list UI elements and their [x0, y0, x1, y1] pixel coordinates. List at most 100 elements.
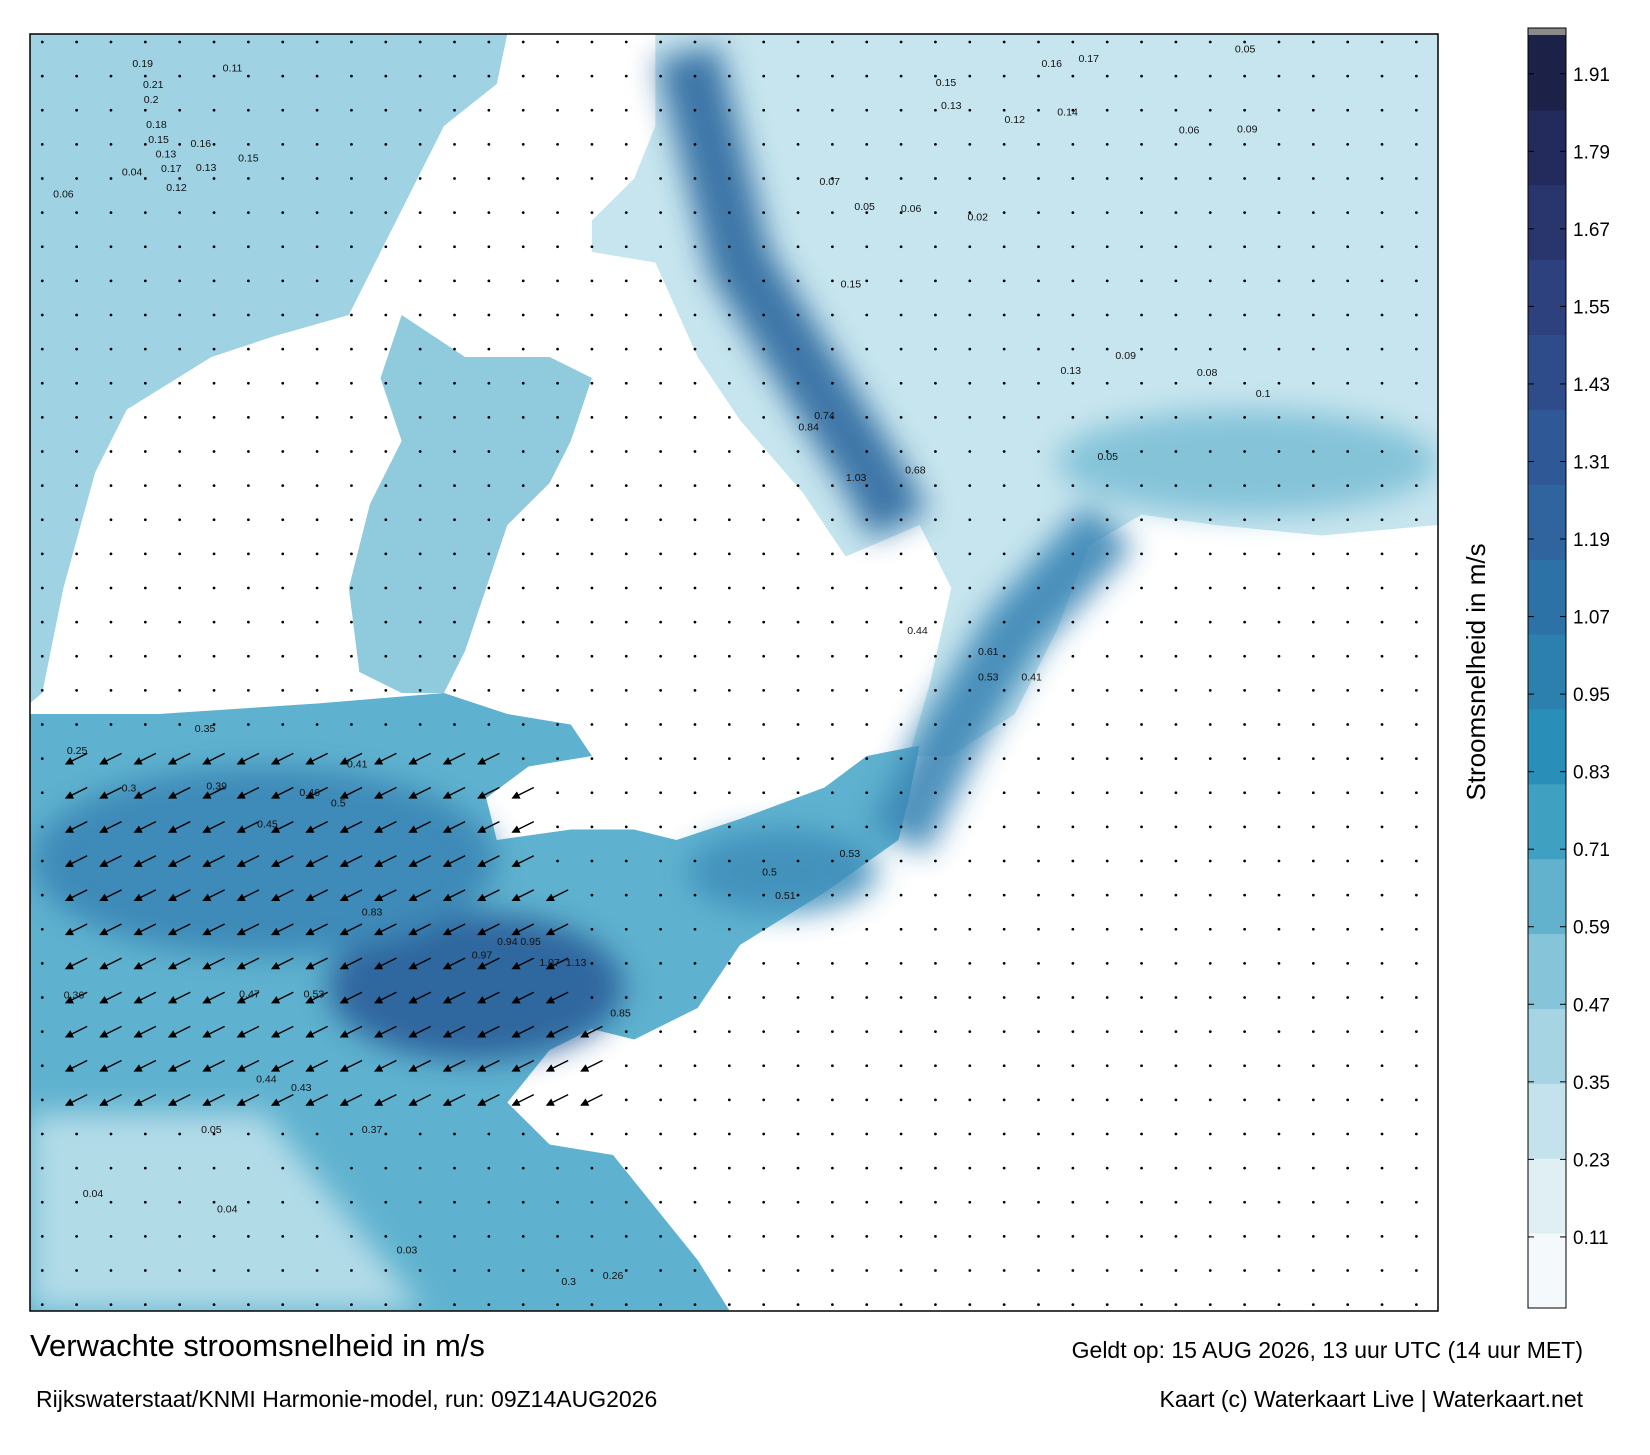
- flow-dot: [1380, 1303, 1384, 1306]
- flow-dot: [178, 177, 182, 180]
- flow-dot: [831, 245, 834, 249]
- flow-dot: [212, 1303, 216, 1306]
- speed-label: 0.61: [978, 646, 999, 658]
- flow-dot: [487, 1303, 491, 1306]
- flow-dot: [521, 211, 525, 214]
- flow-arrow: [477, 752, 500, 765]
- flow-dot: [727, 620, 731, 624]
- flow-dot: [75, 620, 79, 624]
- flow-dot: [796, 962, 800, 965]
- flow-dot: [350, 723, 353, 726]
- flow-dot: [1380, 1132, 1384, 1136]
- flow-dot: [1037, 1030, 1040, 1033]
- flow-dot: [796, 689, 800, 692]
- flow-dot: [1277, 791, 1281, 795]
- flow-dot: [624, 927, 628, 931]
- flow-dot: [1174, 723, 1178, 726]
- flow-dot: [1002, 1064, 1006, 1068]
- flow-arrow: [408, 991, 432, 1004]
- flow-dot: [1311, 518, 1315, 522]
- flow-arrow: [64, 1094, 88, 1106]
- flow-dot: [1071, 654, 1075, 658]
- flow-dot: [40, 518, 44, 522]
- flow-dot: [453, 586, 456, 590]
- flow-dot: [865, 177, 869, 180]
- colorbar-band: [1528, 1083, 1566, 1159]
- flow-dot: [247, 211, 250, 214]
- flow-arrow: [511, 1094, 535, 1106]
- flow-dot: [831, 723, 834, 726]
- flow-dot: [968, 1132, 972, 1136]
- flow-dot: [1243, 381, 1246, 385]
- flow-arrow: [99, 855, 122, 867]
- flow-dot: [453, 1132, 456, 1136]
- flow-dot: [1037, 1303, 1040, 1306]
- flow-dot: [109, 1200, 113, 1204]
- flow-dot: [109, 381, 113, 385]
- flow-dot: [590, 1235, 594, 1238]
- flow-dot: [693, 757, 697, 760]
- flow-dot: [831, 552, 834, 556]
- colorbar-band: [1528, 858, 1566, 935]
- flow-dot: [1208, 1030, 1212, 1033]
- flow-dot: [1037, 723, 1040, 726]
- flow-dot: [693, 347, 697, 351]
- flow-dot: [831, 1098, 834, 1102]
- flow-dot: [384, 211, 388, 214]
- flow-dot: [1105, 1235, 1109, 1238]
- flow-dot: [556, 245, 559, 249]
- flow-dot: [1243, 416, 1246, 419]
- flow-arrow: [270, 957, 294, 970]
- flow-dot: [624, 1303, 628, 1306]
- flow-dot: [487, 347, 491, 351]
- speed-label: 0.08: [1197, 367, 1218, 379]
- flow-dot: [1140, 143, 1143, 146]
- flow-dot: [418, 552, 422, 556]
- flow-arrow: [64, 923, 88, 936]
- flow-dot: [1071, 962, 1075, 965]
- flow-arrow: [545, 1059, 569, 1072]
- flow-dot: [1002, 381, 1006, 385]
- flow-dot: [831, 996, 834, 999]
- flow-dot: [693, 279, 697, 283]
- flow-dot: [796, 1098, 800, 1102]
- flow-dot: [1071, 381, 1075, 385]
- flow-dot: [624, 1166, 628, 1170]
- flow-arrow: [202, 855, 225, 867]
- flow-dot: [350, 1269, 353, 1272]
- flow-dot: [1415, 689, 1418, 692]
- flow-dot: [693, 1132, 697, 1136]
- flow-arrow: [236, 786, 260, 799]
- flow-dot: [1174, 74, 1178, 78]
- flow-arrow: [339, 1025, 363, 1038]
- flow-arrow: [408, 1094, 432, 1106]
- flow-dot: [1071, 245, 1075, 249]
- flow-dot: [865, 927, 869, 931]
- flow-dot: [1071, 586, 1075, 590]
- flow-dot: [315, 654, 319, 658]
- flow-dot: [899, 40, 903, 44]
- flow-arrow: [64, 957, 88, 970]
- flow-dot: [1037, 1064, 1040, 1068]
- colorbar-tick-label: 0.11: [1573, 1228, 1609, 1249]
- flow-dot: [1174, 484, 1178, 487]
- flow-dot: [865, 1098, 869, 1102]
- flow-dot: [75, 416, 79, 419]
- flow-dot: [1380, 347, 1384, 351]
- flow-dot: [1311, 484, 1315, 487]
- flow-dot: [1002, 757, 1006, 760]
- flow-dot: [109, 245, 113, 249]
- flow-arrow: [408, 1025, 432, 1038]
- flow-arrow: [305, 889, 328, 901]
- flow-arrow: [133, 889, 157, 901]
- flow-dot: [659, 1132, 662, 1136]
- flow-dot: [453, 108, 456, 112]
- flow-dot: [212, 552, 216, 556]
- flow-dot: [1174, 1132, 1178, 1136]
- flow-dot: [1208, 586, 1212, 590]
- flow-dot: [968, 313, 972, 317]
- flow-dot: [40, 74, 44, 78]
- flow-dot: [1071, 518, 1075, 522]
- flow-arrow: [167, 752, 191, 765]
- flow-dot: [727, 552, 731, 556]
